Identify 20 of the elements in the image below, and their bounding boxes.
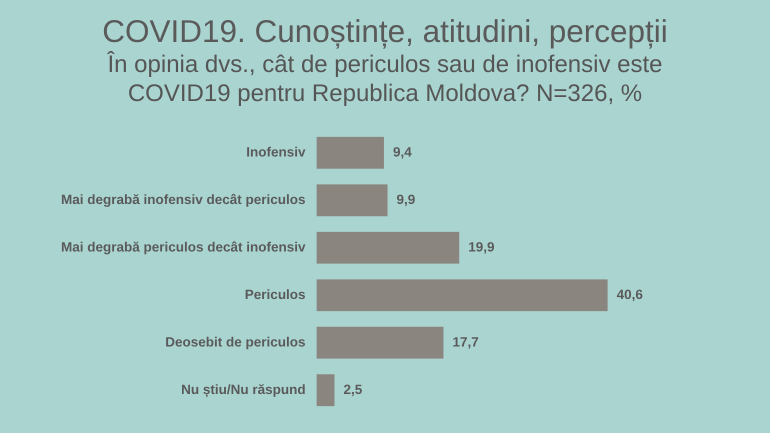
- y-tick-label: Nu știu/Nu răspund: [181, 382, 306, 398]
- data-label: 19,9: [468, 239, 495, 254]
- y-tick-label: Mai degrabă periculos decât inofensiv: [60, 239, 306, 254]
- data-label: 2,5: [343, 382, 363, 397]
- chart-title: COVID19. Cunoștințe, atitudini, percepții: [101, 13, 669, 49]
- bar: [316, 232, 460, 264]
- y-tick-label: Inofensiv: [246, 144, 306, 160]
- y-tick-label: Mai degrabă inofensiv decât periculos: [60, 192, 306, 208]
- bar: [316, 326, 444, 359]
- bar: [316, 374, 334, 406]
- y-tick-label: Periculos: [244, 286, 306, 302]
- data-label: 9,4: [392, 144, 412, 160]
- data-label: 17,7: [452, 334, 479, 350]
- bar: [316, 184, 388, 216]
- data-label: 9,9: [396, 192, 416, 208]
- bar: [316, 279, 608, 312]
- data-label: 40,6: [616, 286, 644, 302]
- chart-subtitle: În opinia dvs., cât de periculos sau de inofensiv este COVID19 pentru Republica Moldova? N=326, %: [106, 50, 664, 108]
- bar: [316, 136, 384, 169]
- y-tick-label: Deosebit de periculos: [165, 334, 306, 350]
